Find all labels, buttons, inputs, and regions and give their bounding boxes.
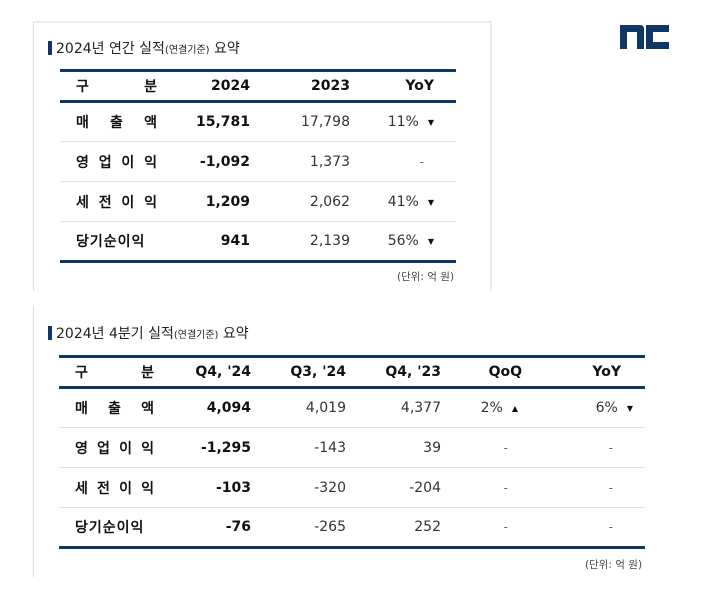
value-q4-24: -1,295 — [159, 427, 251, 468]
value-yoy: 11% ▼ — [350, 101, 456, 142]
value-yoy: 41% ▼ — [350, 181, 456, 222]
header-q4-23: Q4, '23 — [346, 356, 441, 389]
value-q4-24: -103 — [159, 467, 251, 508]
header-2023: 2023 — [250, 70, 350, 103]
value-qoq: 2% ▲ — [441, 387, 538, 428]
triangle-down-icon: ▼ — [427, 197, 434, 207]
value-q3-24: -143 — [251, 427, 346, 468]
annual-title-sub: (연결기준) — [164, 45, 210, 56]
title-accent-bar — [48, 41, 52, 55]
row-label: 당기순이익 — [60, 221, 170, 263]
value-yoy: - — [538, 507, 645, 549]
annual-section-title: 2024년 연간 실적 (연결기준) 요약 — [48, 38, 240, 58]
value-2023: 1,373 — [250, 141, 350, 182]
table-row: 영 업 이 익 -1,092 1,373- — [60, 141, 456, 182]
annual-unit-note: (단위: 억 원) — [397, 271, 455, 283]
table-row: 세 전 이 익 -103 -320 -204- - — [59, 467, 645, 508]
table-row: 당기순이익 941 2,139 56% ▼ — [60, 221, 456, 263]
value-qoq: - — [441, 507, 538, 549]
title-accent-bar — [48, 326, 52, 340]
value-yoy: 6% ▼ — [538, 387, 645, 428]
value-q3-24: -320 — [251, 467, 346, 508]
annual-title-end: 요약 — [209, 41, 240, 57]
value-q4-23: -204 — [346, 467, 441, 508]
header-qoq: QoQ — [441, 356, 538, 389]
value-q4-24: 4,094 — [159, 387, 251, 428]
header-2024: 2024 — [170, 70, 250, 103]
table-row: 매 출 액 15,781 17,798 11% ▼ — [60, 101, 456, 142]
value-yoy: - — [538, 427, 645, 468]
value-q4-23: 252 — [346, 507, 441, 549]
value-q4-24: -76 — [159, 507, 251, 549]
header-yoy: YoY — [538, 356, 645, 389]
quarterly-section-title: 2024년 4분기 실적 (연결기준) 요약 — [48, 323, 249, 343]
value-q4-23: 39 — [346, 427, 441, 468]
value-yoy: 56% ▼ — [350, 221, 456, 263]
value-yoy: - — [350, 141, 456, 182]
annual-panel-frame — [33, 21, 492, 291]
value-q3-24: 4,019 — [251, 387, 346, 428]
table-row: 당기순이익 -76 -265 252- - — [59, 507, 645, 549]
table-row: 영 업 이 익 -1,295 -143 39- - — [59, 427, 645, 468]
row-label: 당기순이익 — [59, 507, 159, 549]
value-qoq: - — [441, 467, 538, 508]
quarterly-title-end: 요약 — [218, 326, 249, 342]
value-2023: 2,139 — [250, 221, 350, 263]
value-q3-24: -265 — [251, 507, 346, 549]
nc-logo — [620, 25, 669, 49]
value-2024: 15,781 — [170, 101, 250, 142]
triangle-down-icon: ▼ — [626, 404, 633, 413]
quarterly-unit-note: (단위: 억 원) — [585, 559, 643, 571]
value-yoy: - — [538, 467, 645, 508]
quarterly-panel-frame — [33, 305, 34, 577]
header-yoy: YoY — [350, 70, 456, 103]
annual-title-main: 2024년 연간 실적 — [56, 41, 165, 57]
value-2023: 17,798 — [250, 101, 350, 142]
triangle-down-icon: ▼ — [427, 237, 434, 246]
table-row: 매 출 액 4,094 4,019 4,377 2% ▲ 6% ▼ — [59, 387, 645, 428]
triangle-down-icon: ▼ — [427, 118, 434, 127]
value-qoq: - — [441, 427, 538, 468]
value-2023: 2,062 — [250, 181, 350, 222]
header-q4-24: Q4, '24 — [159, 356, 251, 389]
value-2024: 1,209 — [170, 181, 250, 222]
value-2024: 941 — [170, 221, 250, 263]
triangle-up-icon: ▲ — [511, 404, 518, 413]
value-q4-23: 4,377 — [346, 387, 441, 428]
header-q3-24: Q3, '24 — [251, 356, 346, 389]
value-2024: -1,092 — [170, 141, 250, 182]
quarterly-title-main: 2024년 4분기 실적 — [56, 326, 174, 342]
quarterly-title-sub: (연결기준) — [173, 330, 219, 341]
table-row: 세 전 이 익 1,209 2,062 41% ▼ — [60, 181, 456, 222]
